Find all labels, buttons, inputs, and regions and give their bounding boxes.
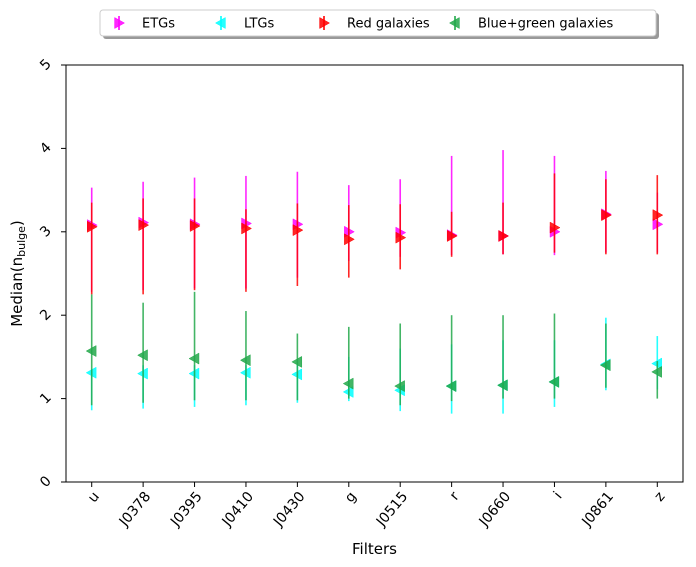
- legend-label: Blue+green galaxies: [478, 17, 613, 32]
- legend-marker: [319, 17, 331, 29]
- data-point: [291, 355, 303, 368]
- legend-marker: [214, 17, 226, 29]
- y-tick-label: 1: [37, 390, 55, 408]
- series-ltgs: [85, 317, 662, 414]
- data-point: [292, 224, 304, 237]
- y-axis-title: Median(nbulge): [8, 220, 28, 327]
- x-tick-label: r: [447, 489, 463, 504]
- plot-frame: [65, 64, 684, 483]
- data-point: [137, 349, 148, 362]
- data-point: [446, 230, 458, 242]
- data-point: [549, 221, 561, 234]
- x-tick-label: g: [342, 489, 360, 506]
- x-tick-label: z: [651, 489, 668, 505]
- x-tick-label: J0410: [219, 489, 257, 531]
- data-point: [445, 380, 457, 393]
- x-tick-label: J0395: [167, 489, 205, 531]
- legend-marker: [448, 17, 460, 29]
- y-tick-label: 4: [37, 140, 55, 158]
- data-point: [138, 219, 150, 232]
- marks-layer: [85, 150, 664, 414]
- series-etgs: [87, 150, 664, 292]
- legend-label: Red galaxies: [347, 17, 430, 32]
- data-point: [599, 359, 611, 372]
- x-tick-label: J0430: [270, 489, 308, 531]
- data-point: [601, 209, 612, 222]
- y-tick-label: 3: [37, 223, 55, 241]
- legend-label: LTGs: [244, 17, 274, 32]
- x-tick-label: J0660: [476, 489, 514, 531]
- series-blue-green-galaxies: [85, 291, 662, 406]
- data-point: [189, 220, 201, 232]
- data-point: [239, 354, 251, 367]
- legend-label: ETGs: [142, 17, 175, 32]
- x-axis-title: Filters: [352, 540, 397, 558]
- x-tick-label: J0378: [116, 489, 154, 531]
- series-red-galaxies: [87, 173, 664, 295]
- data-point: [651, 365, 662, 378]
- y-tick-label: 2: [37, 306, 55, 324]
- data-point: [652, 209, 664, 222]
- data-point: [548, 375, 560, 388]
- data-point: [497, 379, 508, 392]
- data-point: [87, 220, 98, 233]
- data-point: [394, 380, 405, 393]
- x-tick-label: J0861: [579, 489, 617, 531]
- axes-layer: 0 1 2 3 4 5 u J0378 J0395 J0410 J0430 g J0515 r J0660 i…: [8, 56, 684, 558]
- legend: ETGs LTGs Red galaxies Blue+green galaxies: [99, 9, 659, 39]
- data-point: [342, 377, 354, 390]
- x-tick-label: u: [85, 489, 103, 506]
- data-point: [85, 345, 97, 357]
- y-axis-title-main: Median(n: [8, 257, 26, 327]
- data-point: [188, 352, 200, 365]
- x-tick-label: i: [551, 489, 566, 502]
- data-point: [498, 230, 510, 242]
- data-point: [395, 231, 407, 244]
- x-tick-label: J0515: [373, 489, 411, 531]
- y-axis-title-subscript: bulge: [15, 226, 28, 257]
- legend-marker: [114, 17, 126, 29]
- y-tick-label: 0: [37, 473, 55, 491]
- y-axis-title-suffix: ): [8, 220, 26, 226]
- data-point: [241, 222, 252, 235]
- y-tick-label: 5: [37, 56, 55, 74]
- data-point: [344, 233, 355, 246]
- legend-frame: [99, 9, 657, 37]
